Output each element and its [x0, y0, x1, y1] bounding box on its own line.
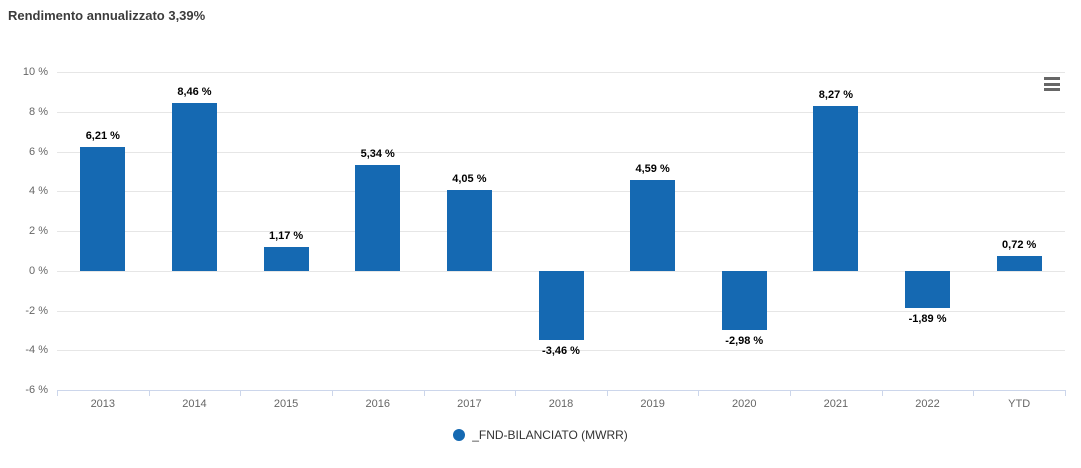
bar-value-label: 8,46 % [177, 85, 212, 98]
x-axis-tick [331, 390, 333, 396]
y-axis-label: 2 % [29, 225, 48, 237]
bar-value-label: 6,21 % [85, 130, 120, 143]
bar-2017[interactable] [446, 190, 492, 271]
x-axis-label: 2014 [182, 398, 207, 410]
bar-value-label: 5,34 % [360, 147, 395, 160]
bar-value-label: 8,27 % [818, 89, 854, 102]
x-axis-label: 2017 [457, 398, 482, 410]
gridline [57, 350, 1065, 352]
x-axis-tick [57, 390, 58, 396]
y-axis-label: 8 % [29, 105, 48, 118]
bar-value-label: -2,98 % [725, 334, 764, 347]
legend-item[interactable]: _FND-BILANCIATO (MWRR) [0, 428, 1081, 442]
bar-2015[interactable] [263, 247, 309, 271]
x-axis-line [57, 390, 1066, 391]
legend-label: _FND-BILANCIATO (MWRR) [472, 428, 628, 442]
series-marker-icon [453, 429, 466, 441]
chart-title: Rendimento annualizzato 3,39% [8, 8, 206, 23]
x-axis-label: 2015 [273, 398, 299, 410]
bar-value-label: 1,17 % [268, 230, 304, 243]
y-axis-label: -4 % [25, 344, 48, 357]
bar-value-label: 4,59 % [635, 162, 670, 175]
x-axis-label: 2022 [915, 398, 940, 410]
gridline [57, 151, 1065, 153]
x-axis-label: 2018 [548, 398, 574, 410]
y-axis-label: 0 % [29, 264, 48, 277]
hamburger-menu-icon [1044, 82, 1060, 86]
bar-2018[interactable] [538, 270, 584, 340]
x-axis-tick [240, 390, 242, 396]
bar-2019[interactable] [630, 179, 676, 271]
x-axis-label: 2020 [732, 398, 757, 410]
gridline [57, 72, 1065, 73]
x-axis-tick [1065, 390, 1066, 396]
x-axis-tick [423, 390, 425, 396]
y-axis-label: 4 % [29, 185, 48, 198]
chart-export-menu-button[interactable] [1042, 75, 1062, 93]
x-axis-tick [606, 390, 608, 396]
x-axis-tick [148, 390, 150, 396]
y-axis-label: -6 % [25, 384, 48, 396]
hamburger-menu-icon [1044, 88, 1060, 91]
x-axis-tick [515, 390, 517, 396]
x-axis-tick [698, 390, 700, 396]
y-axis-label: -2 % [25, 304, 48, 317]
bar-value-label: -3,46 % [542, 344, 580, 357]
bar-2014[interactable] [171, 102, 217, 271]
x-axis-label: 2013 [90, 398, 116, 410]
bar-2020[interactable] [721, 270, 767, 330]
bar-2013[interactable] [80, 147, 126, 271]
hamburger-menu-icon [1044, 77, 1060, 80]
y-axis-label: 6 % [29, 145, 48, 158]
x-axis-label: 2016 [365, 398, 390, 410]
bar-2021[interactable] [813, 106, 859, 271]
x-axis-tick [881, 390, 883, 396]
gridline [57, 231, 1065, 232]
x-axis-label: 2019 [640, 398, 665, 410]
bar-2016[interactable] [355, 164, 401, 271]
y-axis-label: 10 % [22, 66, 48, 78]
x-axis-tick [790, 390, 792, 396]
bar-value-label: -1,89 % [908, 313, 947, 326]
bar-value-label: 4,05 % [452, 173, 487, 186]
gridline [57, 111, 1065, 113]
x-axis-label: YTD [1008, 398, 1031, 410]
x-axis-tick [973, 390, 975, 396]
gridline [57, 191, 1065, 193]
bar-2022[interactable] [905, 270, 951, 309]
x-axis-label: 2021 [823, 398, 849, 410]
bar-value-label: 0,72 % [1002, 239, 1037, 252]
bar-YTD[interactable] [996, 256, 1042, 271]
